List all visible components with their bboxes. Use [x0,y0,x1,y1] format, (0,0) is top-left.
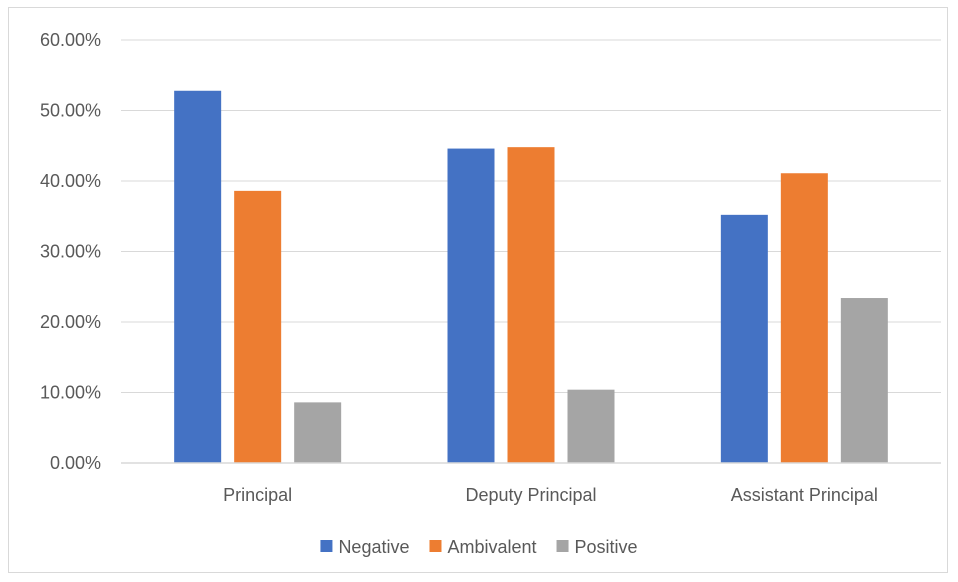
legend-swatch-ambivalent [429,540,442,552]
bars [174,90,888,463]
bar-negative-1 [447,148,495,463]
bar-ambivalent-1 [507,147,555,463]
x-tick-label: Deputy Principal [465,485,596,505]
bar-positive-2 [840,298,888,463]
y-tick-label: 40.00% [40,171,101,191]
bar-negative-2 [720,214,768,463]
y-tick-label: 20.00% [40,312,101,332]
legend-label-positive: Positive [575,537,638,557]
legend-label-negative: Negative [338,537,409,557]
y-tick-label: 30.00% [40,242,101,262]
legend-swatch-positive [556,540,569,552]
y-tick-label: 50.00% [40,101,101,121]
bar-ambivalent-2 [780,173,828,463]
x-tick-label: Principal [223,485,292,505]
legend: Negative Ambivalent Positive [320,537,638,557]
bar-negative-0 [174,90,222,463]
axes: 0.00% 10.00% 20.00% 30.00% 40.00% 50.00% 60.00… [40,30,941,505]
bar-positive-1 [567,389,615,463]
bar-positive-0 [294,402,342,463]
y-tick-label: 0.00% [50,453,101,473]
bar-ambivalent-0 [234,190,282,463]
y-tick-label: 60.00% [40,30,101,50]
legend-swatch-negative [320,540,333,552]
x-tick-label: Assistant Principal [731,485,878,505]
legend-label-ambivalent: Ambivalent [447,537,536,557]
y-tick-label: 10.00% [40,383,101,403]
